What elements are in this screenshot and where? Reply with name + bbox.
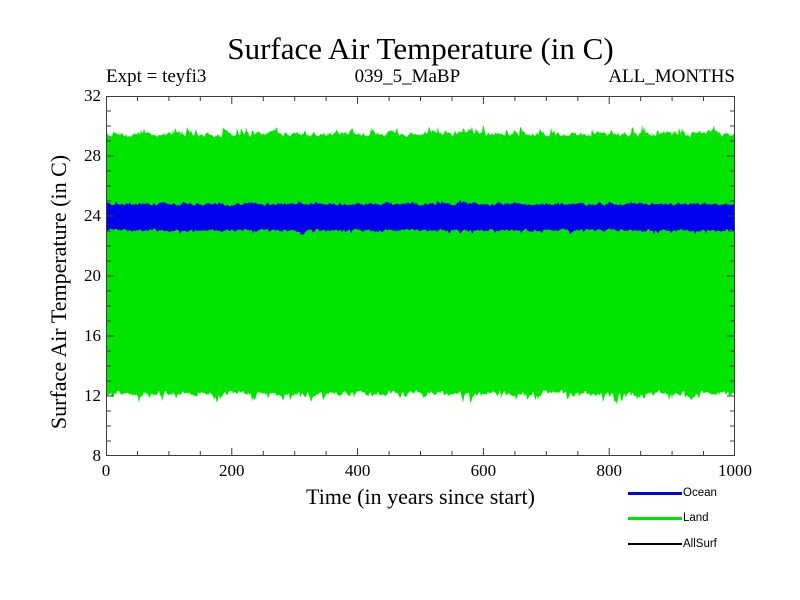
y-tick-label: 8 (92, 446, 102, 465)
ocean-line-swatch (628, 491, 682, 495)
x-tick-label: 600 (470, 461, 497, 480)
y-tick-label: 20 (84, 266, 101, 285)
x-tick-label: 400 (344, 461, 371, 480)
y-tick-label: 12 (84, 386, 101, 405)
band-land (106, 124, 735, 405)
x-tick-label: 800 (596, 461, 622, 480)
legend-item-ocean: Ocean (628, 486, 717, 500)
y-tick-label: 32 (84, 86, 101, 105)
legend-label-land: Land (683, 511, 709, 524)
experiment-label: Expt = teyfi3 (106, 66, 207, 87)
x-tick-label: 0 (101, 461, 111, 480)
legend-item-allsurf: AllSurf (628, 537, 717, 551)
period-label: 039_5_MaBP (354, 66, 461, 87)
plot-area (106, 96, 735, 456)
legend-label-allsurf: AllSurf (683, 537, 717, 550)
y-axis-title: Surface Air Temperature (in C) (46, 154, 71, 430)
x-tick-label: 1000 (718, 461, 752, 480)
y-tick-label: 24 (84, 206, 101, 225)
x-axis-title: Time (in years since start) (306, 484, 535, 509)
y-tick-label: 28 (84, 146, 101, 165)
months-label: ALL_MONTHS (608, 66, 735, 87)
band-ocean (106, 199, 735, 236)
subheader-row: Expt = teyfi3 039_5_MaBP ALL_MONTHS (106, 66, 735, 88)
legend-item-land: Land (628, 511, 709, 525)
land-line-swatch (628, 516, 682, 520)
chart-title: Surface Air Temperature (in C) (227, 31, 614, 66)
allsurf-line-swatch (628, 543, 682, 545)
x-tick-label: 200 (219, 461, 245, 480)
y-tick-label: 16 (84, 326, 101, 345)
legend-label-ocean: Ocean (683, 486, 717, 499)
